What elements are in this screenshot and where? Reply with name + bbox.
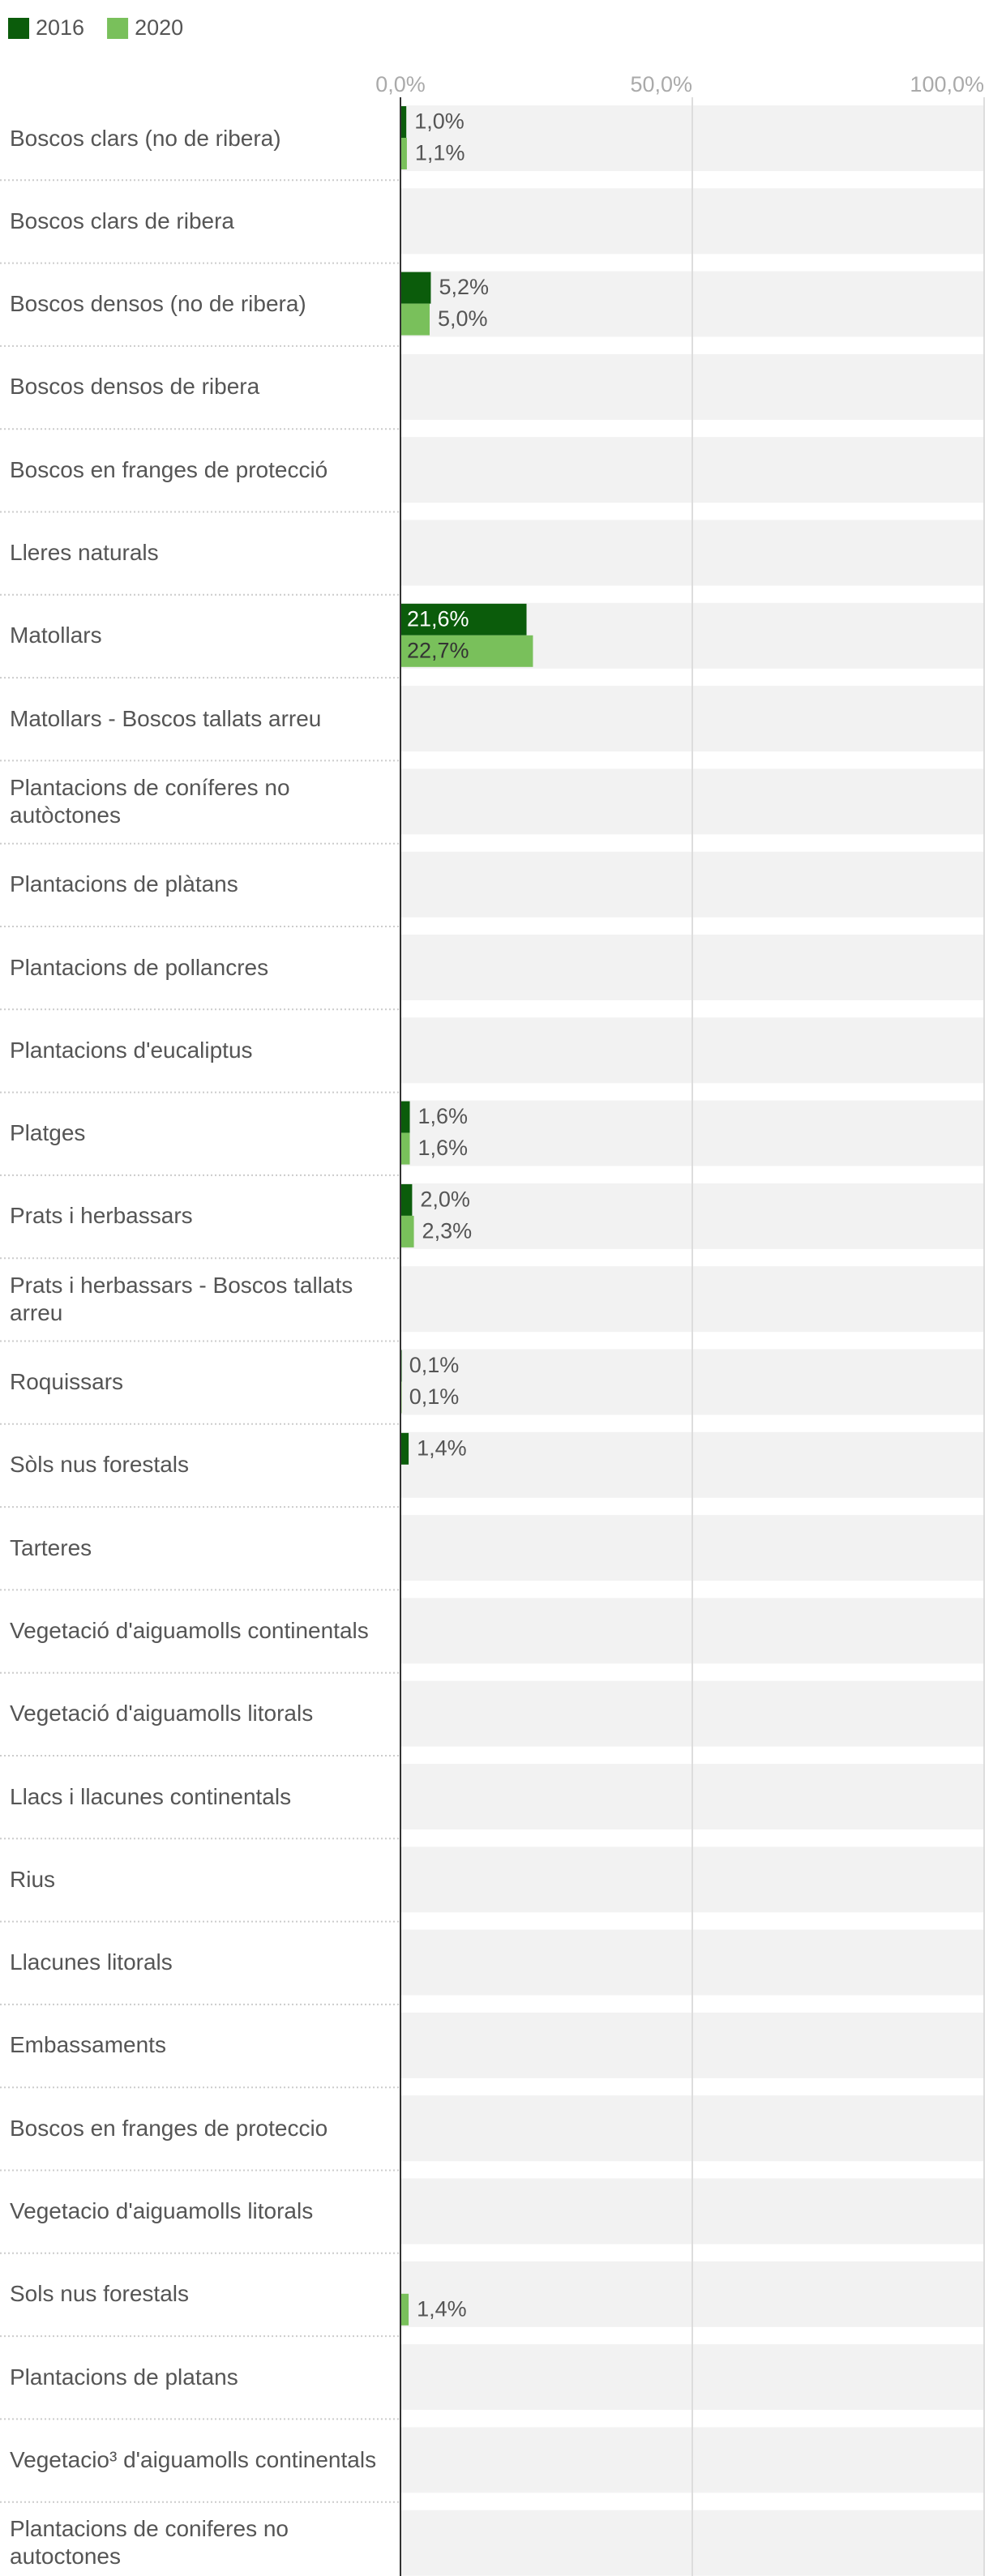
value-label: 2,3% xyxy=(422,1219,473,1243)
category-label: Llacs i llacunes continentals xyxy=(10,1783,292,1809)
bar xyxy=(400,1432,409,1465)
bar xyxy=(400,1101,410,1133)
value-label: 1,4% xyxy=(417,2296,467,2321)
category-label: Matollars - Boscos tallats arreu xyxy=(10,705,322,731)
category-label: Embassaments xyxy=(10,2032,166,2058)
category-label: Boscos densos (no de ribera) xyxy=(10,291,306,317)
category-label: Sòls nus forestals xyxy=(10,1452,189,1478)
legend-label: 2020 xyxy=(135,15,183,40)
legend-swatch xyxy=(107,18,129,39)
category-label: Prats i herbassars - Boscos tallats arre… xyxy=(10,1272,353,1325)
category-label: Roquissars xyxy=(10,1369,124,1394)
category-label: Plantacions de coniferes no autoctones xyxy=(10,2516,289,2570)
category-label: Prats i herbassars xyxy=(10,1203,193,1229)
legend-label: 2016 xyxy=(36,15,84,40)
category-label: Plantacions de coníferes no autòctones xyxy=(10,774,290,828)
bar xyxy=(400,106,407,138)
x-tick-label: 0,0% xyxy=(375,72,426,96)
value-label: 1,6% xyxy=(418,1104,469,1128)
value-label: 21,6% xyxy=(407,606,469,631)
legend-swatch xyxy=(8,18,29,39)
category-label: Vegetació d'aiguamolls litorals xyxy=(10,1701,314,1727)
value-label: 0,1% xyxy=(409,1384,460,1409)
value-label: 5,2% xyxy=(439,275,489,299)
bar xyxy=(400,635,533,667)
value-label: 5,0% xyxy=(438,306,488,331)
bar xyxy=(400,303,430,336)
category-label: Tarteres xyxy=(10,1534,92,1560)
bar xyxy=(400,1132,410,1165)
value-label: 22,7% xyxy=(407,638,469,662)
category-label: Platges xyxy=(10,1120,86,1146)
category-label: Rius xyxy=(10,1866,56,1892)
category-label: Boscos densos de ribera xyxy=(10,374,260,400)
value-label: 0,1% xyxy=(409,1353,460,1377)
category-label: Plantacions de platans xyxy=(10,2364,238,2390)
value-label: 2,0% xyxy=(420,1187,470,1212)
category-label: Plantacions d'eucaliptus xyxy=(10,1037,253,1063)
category-label: Plantacions de plàtans xyxy=(10,871,238,897)
value-label: 1,1% xyxy=(415,141,465,165)
value-label: 1,6% xyxy=(418,1136,469,1160)
bar xyxy=(400,603,527,635)
category-label: Vegetacio d'aiguamolls litorals xyxy=(10,2198,314,2223)
category-label: Lleres naturals xyxy=(10,540,159,565)
x-tick-label: 50,0% xyxy=(630,72,692,96)
category-label: Boscos en franges de proteccio xyxy=(10,2115,328,2141)
category-label: Plantacions de pollancres xyxy=(10,954,269,980)
bar xyxy=(400,1183,413,1216)
category-label: Boscos en franges de protecció xyxy=(10,456,328,482)
category-label: Matollars xyxy=(10,623,102,648)
bar xyxy=(400,272,431,304)
category-label: Vegetacio³ d'aiguamolls continentals xyxy=(10,2446,377,2472)
category-label: Boscos clars (no de ribera) xyxy=(10,125,281,151)
bar xyxy=(400,1215,414,1247)
value-label: 1,0% xyxy=(414,109,465,134)
bar xyxy=(400,2293,409,2326)
category-label: Boscos clars de ribera xyxy=(10,208,235,233)
bar xyxy=(400,138,407,169)
category-label: Llacunes litorals xyxy=(10,1949,173,1975)
value-label: 1,4% xyxy=(417,1436,467,1460)
category-label: Vegetació d'aiguamolls continentals xyxy=(10,1617,369,1643)
x-tick-label: 100,0% xyxy=(910,72,984,96)
category-label: Sols nus forestals xyxy=(10,2281,189,2307)
